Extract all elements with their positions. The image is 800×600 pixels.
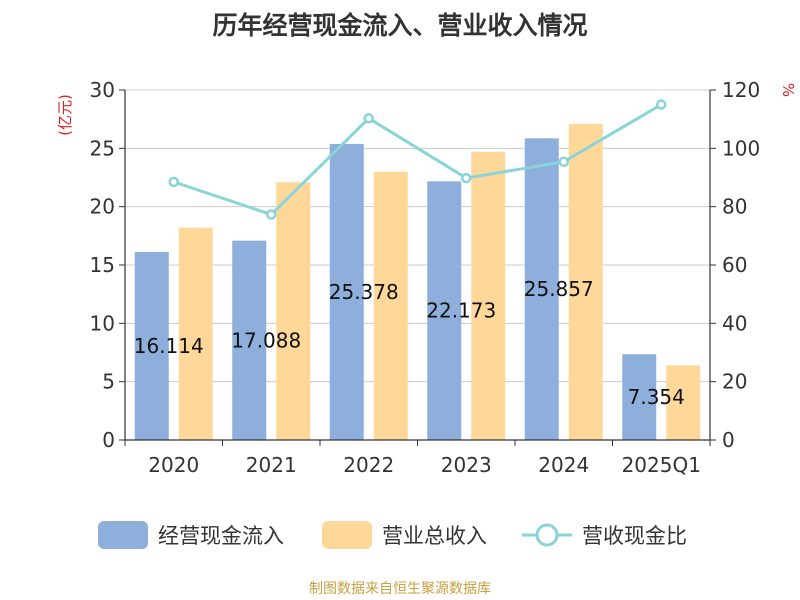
left-tick-label: 30 [90,78,115,102]
gridlines [125,89,710,383]
x-category-label: 2024 [538,453,589,477]
left-tick-label: 10 [90,311,115,335]
right-tick-label: 20 [722,370,747,394]
cash-inflow-data-label: 17.088 [231,328,301,352]
ratio-point [461,172,472,184]
revenue-bar [666,365,701,440]
ratio-point [363,113,374,124]
revenue-bar [178,227,213,440]
left-tick-label: 25 [90,136,115,160]
legend-swatch-cash-inflow [98,521,148,549]
legend-label-ratio: 营收现金比 [582,524,687,548]
ratio-point [168,176,179,188]
revenue-bar [568,123,603,440]
left-tick-label: 0 [102,428,115,452]
right-tick-label: 120 [722,78,760,102]
source-note: 制图数据来自恒生聚源数据库 [309,581,491,597]
ratio-point [656,99,667,110]
cash-inflow-bar [232,240,267,440]
right-tick-label: 0 [722,428,735,452]
revenue-bar [276,182,311,440]
chart-title: 历年经营现金流入、营业收入情况 [212,11,588,40]
legend-label-revenue: 营业总收入 [382,524,487,548]
data-labels: 16.114 17.088 25.378 22.173 25.857 7.354 [134,277,685,409]
cash-inflow-bar [329,143,364,440]
ratio-point [266,209,277,220]
left-tick-label: 15 [90,253,115,277]
x-category-label: 2023 [441,453,492,477]
cash-inflow-data-label: 16.114 [134,334,204,358]
axes: 0 5 10 15 20 25 30 0 20 40 60 80 100 120 (亿元)% 2020 2021… [56,78,797,477]
line-series [168,99,667,220]
x-category-label: 2021 [246,453,297,477]
cash-inflow-data-label: 25.378 [329,280,399,304]
ratio-point [558,156,569,167]
cash-inflow-data-label: 25.857 [524,277,594,301]
x-category-label: 2025Q1 [622,453,701,477]
bar-series [134,123,701,441]
left-tick-label: 20 [90,195,115,219]
right-tick-label: 40 [722,311,747,335]
right-tick-label: 100 [722,136,760,160]
revenue-bar [373,171,408,440]
revenue-bar [471,151,506,441]
cash-inflow-data-label: 7.354 [628,385,685,409]
right-tick-label: 80 [722,195,747,219]
cash-inflow-bar [427,181,462,440]
cash-inflow-bar [622,354,657,440]
left-axis-unit: (亿元) [56,94,74,136]
left-tick-label: 5 [102,370,115,394]
right-tick-label: 60 [722,253,747,277]
cash-inflow-bar [134,252,169,440]
x-category-label: 2020 [148,453,199,477]
right-axis-unit: % [779,83,797,97]
legend: 经营现金流入 营业总收入 营收现金比 [98,521,687,549]
legend-marker-ratio [535,523,559,547]
cash-inflow-bar [524,138,559,440]
cash-inflow-data-label: 22.173 [426,299,496,323]
legend-swatch-revenue [322,521,372,549]
x-category-label: 2022 [343,453,394,477]
legend-label-cash-inflow: 经营现金流入 [158,524,284,548]
ratio-line [173,103,663,217]
